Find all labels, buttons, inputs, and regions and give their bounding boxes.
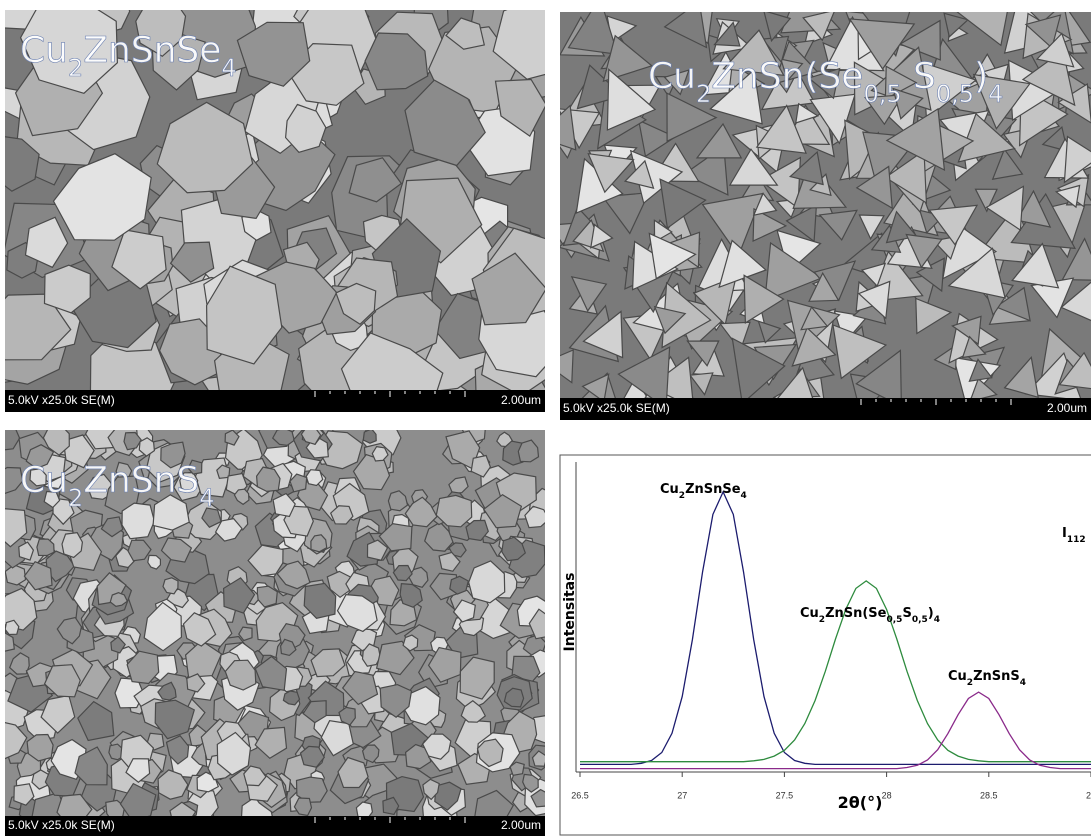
subscript: 4: [221, 54, 236, 82]
scale-label: 2.00um: [501, 393, 541, 407]
subscript: 2: [696, 80, 711, 108]
chart-border: [560, 455, 1091, 835]
subscript: 0,5: [936, 80, 974, 108]
x-tick-label: 27: [677, 790, 687, 800]
scale-label: 2.00um: [1047, 401, 1087, 415]
text-part: Cu: [948, 669, 967, 684]
text-part: S: [902, 56, 936, 97]
x-tick-label: 28: [882, 790, 892, 800]
text-part: Cu: [800, 606, 819, 621]
subscript: 0,5: [886, 615, 902, 625]
grain: [37, 539, 54, 556]
text-part: ZnSnS: [83, 460, 199, 501]
subscript: 4: [741, 491, 747, 501]
scale-label: 2.00um: [501, 818, 541, 832]
text-part: ZnSnSe: [685, 482, 741, 497]
subscript: 2: [68, 54, 83, 82]
text-part: Cu: [20, 30, 68, 71]
text-part: ZnSnSe: [83, 30, 221, 71]
x-tick-label: 27.5: [776, 790, 794, 800]
chart-panel: [560, 455, 1091, 835]
subscript: 0,5: [863, 80, 901, 108]
text-part: S: [902, 606, 911, 621]
subscript: 2: [68, 484, 83, 512]
subscript: 0,5: [912, 615, 928, 625]
grain: [544, 350, 573, 383]
text-part: Cu: [20, 460, 68, 501]
subscript: 4: [934, 615, 940, 625]
x-tick-label: 28.5: [980, 790, 998, 800]
text-part: ZnSn(Se: [711, 56, 863, 97]
subscript: 4: [1020, 678, 1026, 688]
sem-info: 5.0kV x25.0k SE(M): [563, 401, 670, 415]
grain: [122, 503, 154, 539]
x-tick-label: 26.5: [571, 790, 589, 800]
text-part: ZnSn(Se: [825, 606, 887, 621]
x-tick-label: 29: [1086, 790, 1091, 800]
subscript: 4: [988, 80, 1003, 108]
sem-info: 5.0kV x25.0k SE(M): [8, 818, 115, 832]
sem-info: 5.0kV x25.0k SE(M): [8, 393, 115, 407]
text-part: ZnSnS: [973, 669, 1020, 684]
subscript: 4: [199, 484, 214, 512]
text-part: ): [974, 56, 988, 97]
y-axis-label: Intensitas: [562, 573, 578, 652]
figure: 5.0kV x25.0k SE(M)2.00umCu2ZnSnSe45.0kV …: [0, 0, 1091, 840]
text-part: Cu: [660, 482, 679, 497]
subscript: 112: [1067, 535, 1086, 545]
x-axis-label: 2θ(°): [838, 793, 883, 812]
text-part: Cu: [648, 56, 696, 97]
grain: [450, 576, 469, 594]
